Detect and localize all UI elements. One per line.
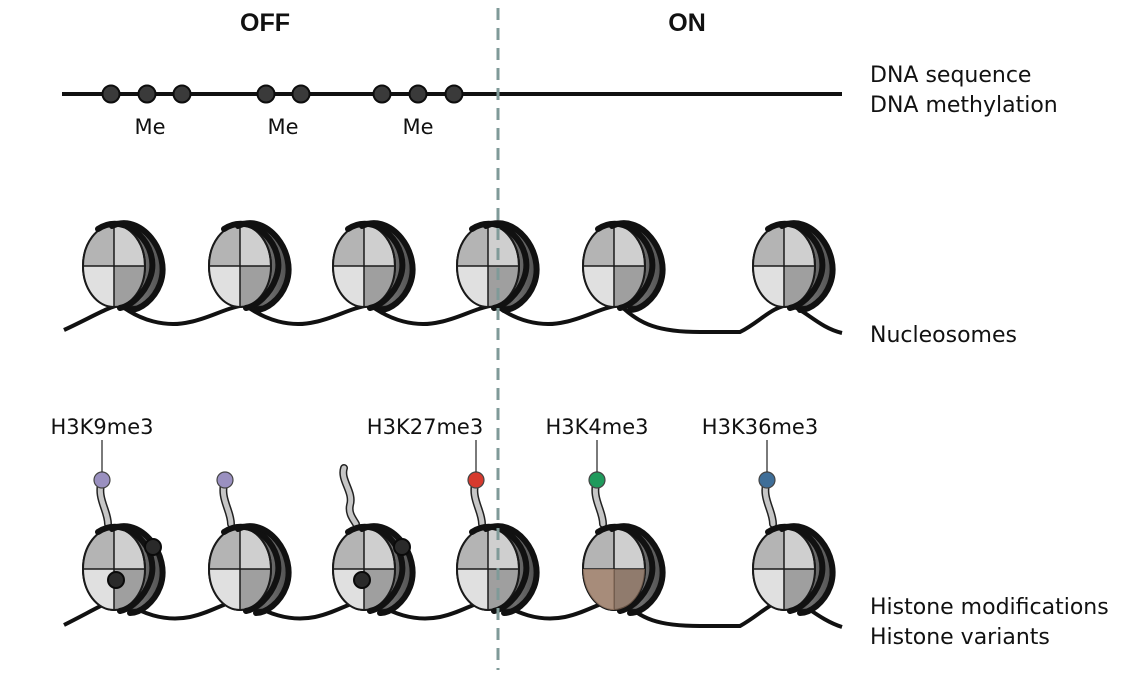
nucleosome bbox=[583, 223, 664, 310]
methyl-label: Me bbox=[267, 115, 298, 139]
dna-sequence-label: DNA sequence bbox=[870, 63, 1031, 88]
histone-mark-dots bbox=[93, 471, 776, 489]
nucleosome bbox=[83, 223, 164, 310]
h3k4me3-mark bbox=[588, 471, 606, 489]
histone-variant-shade bbox=[583, 569, 614, 610]
off-header: OFF bbox=[240, 9, 290, 37]
nucleosomal-methyl-dots bbox=[107, 538, 411, 589]
methyl-dot bbox=[107, 571, 125, 589]
methyl-dot bbox=[408, 84, 428, 104]
methyl-dot bbox=[372, 84, 392, 104]
dna-methylation-row: Me Me Me bbox=[62, 84, 842, 139]
h3k9me3-mark bbox=[216, 471, 234, 489]
histone-variant-shade bbox=[614, 569, 645, 610]
nucleosome bbox=[209, 526, 290, 613]
dna-methylation-label: DNA methylation bbox=[870, 93, 1058, 118]
nucleosome bbox=[753, 223, 834, 310]
methyl-label: Me bbox=[402, 115, 433, 139]
methyl-dot bbox=[172, 84, 192, 104]
h3k36me3-label: H3K36me3 bbox=[702, 415, 818, 439]
histone-modifications-row: H3K9me3 H3K27me3 H3K4me3 H3K36me3 bbox=[50, 415, 843, 629]
linker-dna bbox=[63, 595, 843, 629]
nucleosomes-row bbox=[63, 223, 843, 335]
methyl-dot bbox=[291, 84, 311, 104]
h3k9me3-mark bbox=[93, 471, 111, 489]
methyl-label: Me bbox=[134, 115, 165, 139]
methyl-dot bbox=[137, 84, 157, 104]
methyl-dot bbox=[353, 571, 371, 589]
histone-tails bbox=[96, 464, 777, 528]
h3k4me3-label: H3K4me3 bbox=[545, 415, 648, 439]
h3k36me3-mark bbox=[758, 471, 776, 489]
methyl-dot bbox=[256, 84, 276, 104]
mark-leader-lines bbox=[101, 440, 768, 472]
nucleosomes-label: Nucleosomes bbox=[870, 323, 1017, 348]
h3k9me3-label: H3K9me3 bbox=[50, 415, 153, 439]
on-header: ON bbox=[668, 9, 706, 37]
methyl-dot bbox=[144, 538, 162, 556]
nucleosome bbox=[209, 223, 290, 310]
methyl-groups bbox=[101, 84, 464, 104]
methyl-dot bbox=[101, 84, 121, 104]
linker-dna bbox=[63, 302, 843, 335]
methyl-dot bbox=[393, 538, 411, 556]
methyl-dot bbox=[444, 84, 464, 104]
h3k27me3-mark bbox=[467, 471, 485, 489]
histone-modifications-label: Histone modifications bbox=[870, 595, 1109, 620]
histone-variants-label: Histone variants bbox=[870, 625, 1050, 650]
nucleosome bbox=[333, 223, 414, 310]
nucleosome bbox=[753, 526, 834, 613]
h3k27me3-label: H3K27me3 bbox=[367, 415, 483, 439]
